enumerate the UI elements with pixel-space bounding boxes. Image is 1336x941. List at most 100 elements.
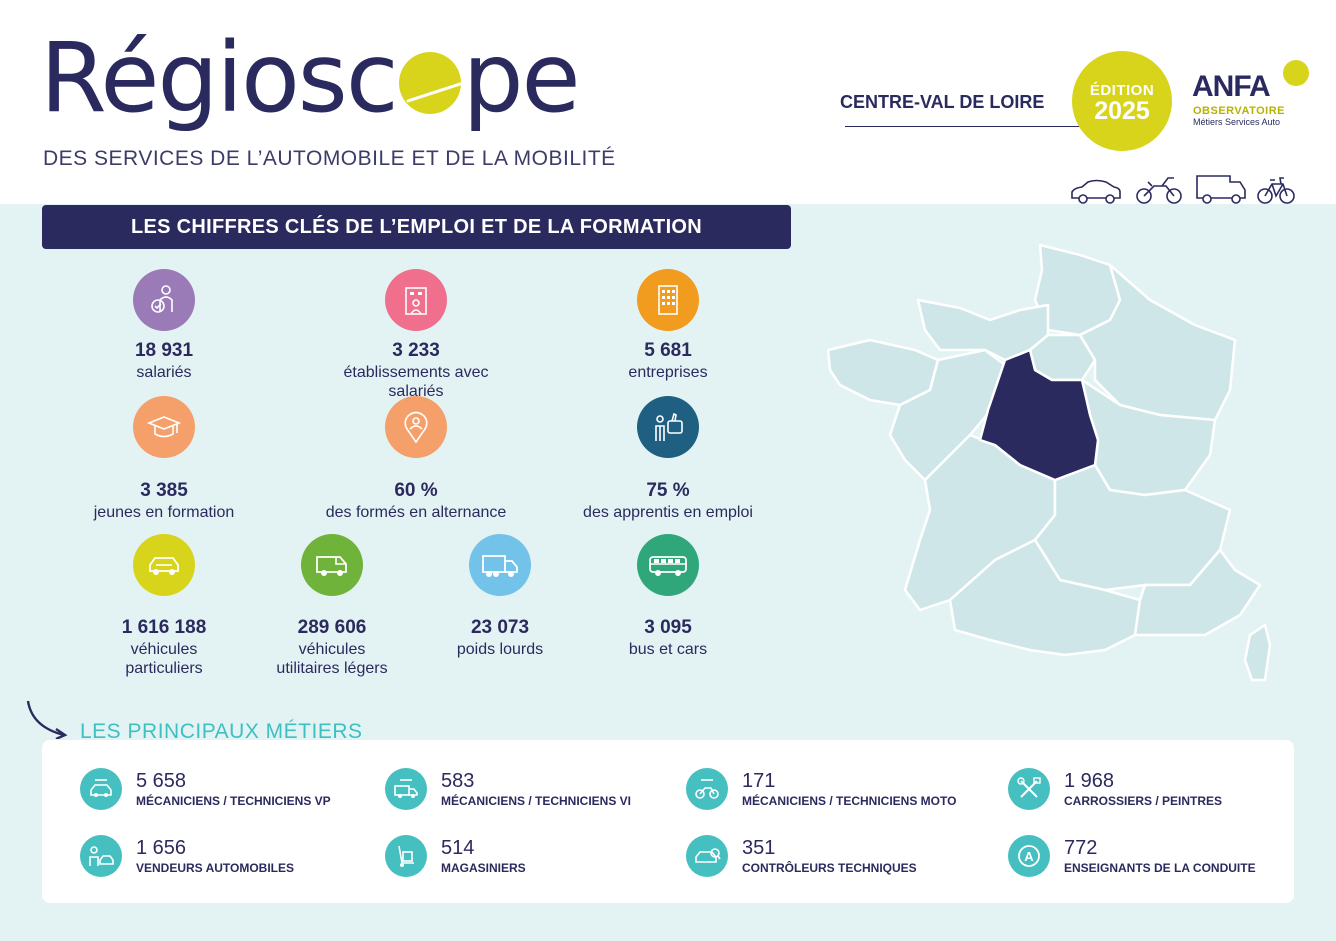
svg-text:A: A bbox=[1024, 849, 1034, 864]
anfa-logo-dot-icon bbox=[1283, 60, 1309, 86]
graduation-cap-icon bbox=[133, 396, 195, 458]
job-count: 171 bbox=[742, 769, 776, 792]
job-carrossiers: 1 968 CARROSSIERS / PEINTRES bbox=[1008, 768, 1222, 810]
job-count: 351 bbox=[742, 836, 776, 859]
stat-heavy-trucks: 23 073 poids lourds bbox=[400, 534, 600, 659]
job-label: MÉCANICIENS / TECHNICIENS VI bbox=[441, 793, 632, 808]
job-label: MÉCANICIENS / TECHNICIENS VP bbox=[136, 793, 331, 808]
edition-label: ÉDITION bbox=[1089, 82, 1155, 99]
anfa-logo: ANFA bbox=[1192, 70, 1271, 103]
stat-label-line1: véhicules bbox=[130, 641, 198, 658]
stat-alternance: 60 % des formés en alternance bbox=[316, 396, 516, 522]
stat-salaries: 18 931 salariés bbox=[64, 269, 264, 382]
office-tower-icon bbox=[637, 269, 699, 331]
job-label: CONTRÔLEURS TECHNIQUES bbox=[742, 860, 917, 875]
stat-establishments: 3 233 établissements avec salariés bbox=[316, 269, 516, 401]
stat-label: salariés bbox=[136, 364, 192, 381]
car-wrench-icon bbox=[80, 768, 122, 810]
job-count: 1 968 bbox=[1064, 769, 1115, 792]
stat-label-line2: utilitaires légers bbox=[276, 660, 388, 677]
region-underline bbox=[845, 126, 1085, 127]
location-person-icon bbox=[385, 396, 447, 458]
logo-road-dot-icon bbox=[398, 52, 461, 114]
stat-value: 23 073 bbox=[470, 617, 530, 638]
stat-youth-training: 3 385 jeunes en formation bbox=[64, 396, 264, 522]
stat-label: jeunes en formation bbox=[93, 504, 235, 521]
edition-year: 2025 bbox=[1094, 97, 1150, 125]
stat-value: 3 233 bbox=[392, 340, 440, 361]
stat-value: 75 % bbox=[646, 480, 690, 501]
stat-label: poids lourds bbox=[456, 641, 544, 658]
car-icon bbox=[133, 534, 195, 596]
stat-value: 1 616 188 bbox=[121, 617, 207, 638]
stat-value: 5 681 bbox=[644, 340, 692, 361]
region-paca bbox=[1133, 548, 1262, 637]
anfa-observatoire: OBSERVATOIRE bbox=[1193, 105, 1285, 117]
inspection-icon bbox=[686, 835, 728, 877]
job-count: 514 bbox=[441, 836, 475, 859]
anfa-subtitle: Métiers Services Auto bbox=[1193, 117, 1281, 127]
truck-icon bbox=[469, 534, 531, 596]
seller-icon bbox=[80, 835, 122, 877]
stat-buses: 3 095 bus et cars bbox=[568, 534, 768, 659]
job-magasiniers: 514 MAGASINIERS bbox=[385, 835, 526, 877]
job-label: MÉCANICIENS / TECHNICIENS MOTO bbox=[742, 793, 957, 808]
van-outline-icon bbox=[1196, 175, 1246, 204]
thumbs-up-icon bbox=[637, 396, 699, 458]
key-figures-banner: LES CHIFFRES CLÉS DE L’EMPLOI ET DE LA F… bbox=[42, 205, 791, 249]
car-outline-icon bbox=[1071, 179, 1121, 204]
france-regions-map bbox=[826, 243, 1272, 682]
hand-truck-icon bbox=[385, 835, 427, 877]
curved-arrow-icon bbox=[26, 700, 68, 739]
stat-value: 289 606 bbox=[297, 617, 367, 638]
job-count: 583 bbox=[441, 769, 475, 792]
stat-label: des formés en alternance bbox=[325, 504, 507, 521]
bus-icon bbox=[637, 534, 699, 596]
job-label: ENSEIGNANTS DE LA CONDUITE bbox=[1064, 860, 1256, 875]
moto-wrench-icon bbox=[686, 768, 728, 810]
job-label: CARROSSIERS / PEINTRES bbox=[1064, 793, 1223, 808]
edition-badge: ÉDITION 2025 bbox=[1072, 51, 1172, 151]
stat-label: entreprises bbox=[628, 364, 708, 381]
stat-companies: 5 681 entreprises bbox=[568, 269, 768, 382]
stat-label: établissements avec salariés bbox=[343, 364, 489, 400]
job-count: 5 658 bbox=[136, 769, 187, 792]
truck-wrench-icon bbox=[385, 768, 427, 810]
van-icon bbox=[301, 534, 363, 596]
stat-value: 18 931 bbox=[134, 340, 194, 361]
job-controleurs: 351 CONTRÔLEURS TECHNIQUES bbox=[686, 835, 917, 877]
metiers-title: LES PRINCIPAUX MÉTIERS bbox=[80, 720, 363, 743]
job-label: VENDEURS AUTOMOBILES bbox=[136, 860, 295, 875]
bicycle-outline-icon bbox=[1257, 177, 1295, 204]
stat-label-line1: véhicules bbox=[298, 641, 366, 658]
stat-value: 60 % bbox=[394, 480, 438, 501]
region-corse bbox=[1243, 623, 1272, 682]
stat-light-utility-vehicles: 289 606 véhicules utilitaires légers bbox=[232, 534, 432, 678]
job-mecaniciens-vi: 583 MÉCANICIENS / TECHNICIENS VI bbox=[385, 768, 631, 810]
stat-label: bus et cars bbox=[628, 641, 708, 658]
worker-icon bbox=[133, 269, 195, 331]
job-label: MAGASINIERS bbox=[441, 860, 526, 875]
tagline: DES SERVICES DE L’AUTOMOBILE ET DE LA MO… bbox=[43, 147, 616, 170]
job-enseignants: A 772 ENSEIGNANTS DE LA CONDUITE bbox=[1008, 835, 1256, 877]
paint-tools-icon bbox=[1008, 768, 1050, 810]
stat-value: 3 385 bbox=[140, 480, 188, 501]
motorcycle-outline-icon bbox=[1136, 177, 1182, 204]
stat-label: des apprentis en emploi bbox=[583, 504, 753, 521]
region-name: CENTRE-VAL DE LOIRE bbox=[840, 92, 1045, 112]
job-mecaniciens-moto: 171 MÉCANICIENS / TECHNICIENS MOTO bbox=[686, 768, 956, 810]
stat-apprentices-employed: 75 % des apprentis en emploi bbox=[568, 396, 768, 522]
job-count: 772 bbox=[1064, 836, 1098, 859]
metiers-panel: 5 658 MÉCANICIENS / TECHNICIENS VP 583 MÉC… bbox=[42, 740, 1294, 903]
region-pays-de-la-loire bbox=[888, 348, 1007, 482]
stat-value: 3 095 bbox=[644, 617, 692, 638]
job-mecaniciens-vp: 5 658 MÉCANICIENS / TECHNICIENS VP bbox=[80, 768, 331, 810]
regioscope-logo: Régiosc pe bbox=[40, 22, 581, 134]
job-count: 1 656 bbox=[136, 836, 187, 859]
building-icon bbox=[385, 269, 447, 331]
job-vendeurs: 1 656 VENDEURS AUTOMOBILES bbox=[80, 835, 294, 877]
stat-passenger-vehicles: 1 616 188 véhicules particuliers bbox=[64, 534, 264, 678]
stat-label-line2: particuliers bbox=[125, 660, 203, 677]
learner-a-icon: A bbox=[1008, 835, 1050, 877]
region-centre-val-de-loire bbox=[978, 348, 1100, 482]
